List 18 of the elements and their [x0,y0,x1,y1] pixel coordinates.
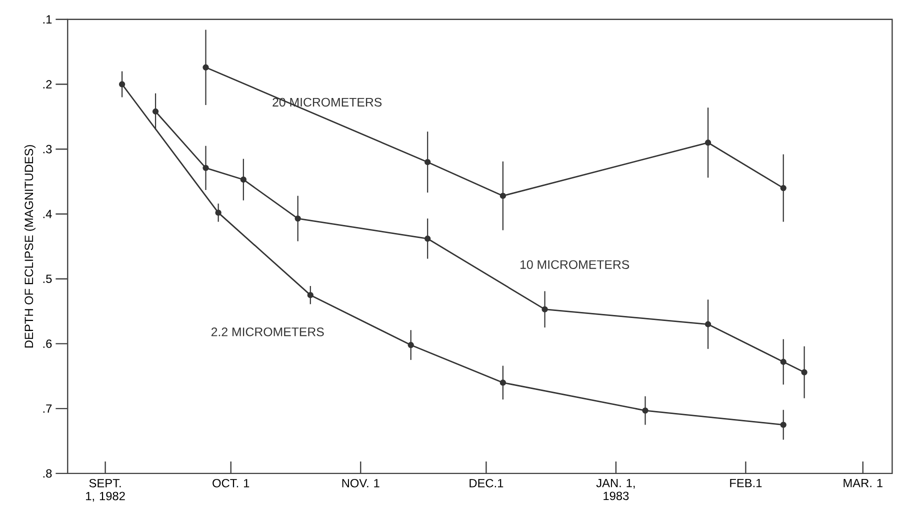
y-tick-label: .3 [43,144,52,154]
x-tick-label: OCT. 1 [212,478,250,488]
x-tick-label: NOV. 1 [342,478,380,488]
y-tick-label: .4 [43,210,52,218]
y-tick-label: .5 [43,274,52,283]
x-tick-label: DEC.1 [470,478,504,488]
x-tick-label: MAR. 1 [844,478,882,488]
series-label: 2.2 MICROMETERS [211,327,324,336]
x-tick-label: SEPT. 1, 1982 [86,478,125,502]
series-label: 10 MICROMETERS [520,260,630,269]
y-tick-label: .8 [43,469,52,478]
y-axis-title: DEPTH OF ECLIPSE (MAGNITUDES) [24,145,36,348]
y-tick-label: .7 [43,404,52,413]
x-tick-label: JAN. 1, 1983 [596,478,635,500]
y-tick-label: .6 [43,339,52,348]
y-tick-label: .2 [43,80,52,88]
y-tick-label: .1 [43,15,52,24]
x-tick-label: FEB.1 [730,478,762,488]
